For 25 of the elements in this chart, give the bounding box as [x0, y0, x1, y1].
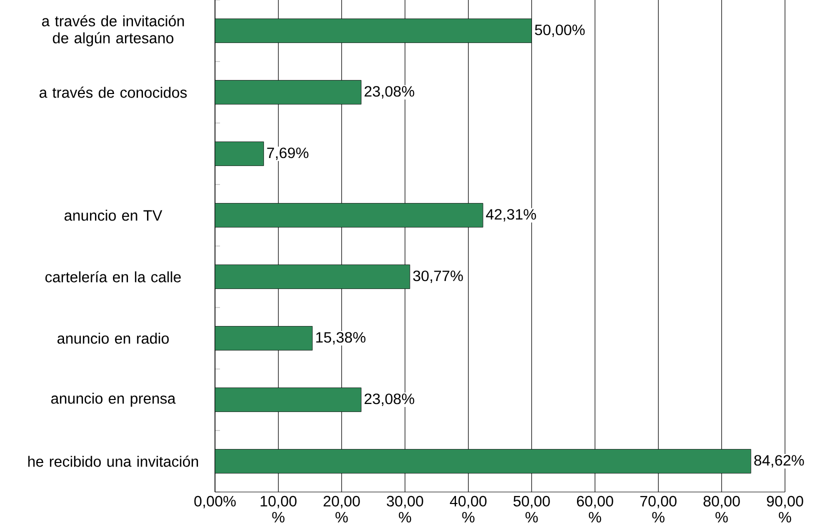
x-tick-label: 70,00 % [640, 496, 676, 522]
x-tick-label: 60,00 % [576, 496, 614, 522]
y-tick-label: cartelería en la calle [45, 271, 181, 282]
x-tick-label: 50,00 % [513, 496, 550, 522]
y-tick-label: a través de invitación de algún artesano [42, 15, 184, 46]
y-tick-label: a través de conocidos [40, 86, 187, 98]
x-tick-label: 80,00 % [704, 496, 740, 522]
y-tick-label: he recibido una invitación [28, 456, 198, 467]
data-label: 23,08% [364, 394, 414, 406]
x-tick-label: 90,00 % [766, 496, 804, 522]
data-label: 23,08% [364, 86, 414, 98]
data-label: 7,69% [267, 148, 308, 160]
y-tick-label: anuncio en radio [57, 332, 169, 344]
data-label: 50,00% [534, 24, 585, 37]
x-tick-label: 10,00 % [260, 496, 297, 522]
x-tick-label: 30,00 % [386, 496, 424, 522]
y-tick-label: anuncio en prensa [51, 392, 176, 407]
x-tick-label: 0,00% [194, 496, 236, 508]
data-label: 42,31% [486, 209, 536, 222]
y-tick-label: anuncio en TV [64, 210, 162, 221]
data-label: 15,38% [316, 332, 366, 344]
data-label: 30,77% [413, 270, 463, 283]
data-label: 84,62% [754, 455, 804, 468]
x-tick-label: 20,00 % [324, 496, 360, 522]
x-tick-label: 40,00 % [450, 496, 487, 522]
